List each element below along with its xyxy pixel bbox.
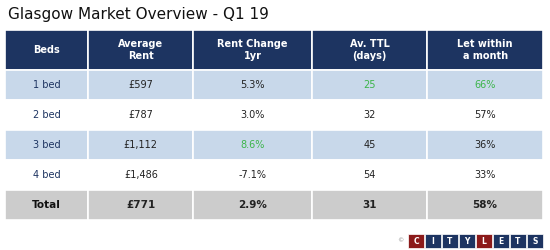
Text: Beds: Beds <box>34 45 60 55</box>
Bar <box>312 130 427 160</box>
Bar <box>5 70 89 100</box>
Bar <box>5 160 89 190</box>
Text: £787: £787 <box>128 110 153 120</box>
Bar <box>527 234 543 248</box>
Bar <box>5 190 89 220</box>
Bar <box>312 160 427 190</box>
Bar <box>312 100 427 130</box>
Bar <box>193 100 312 130</box>
Bar <box>5 100 89 130</box>
Bar <box>427 100 543 130</box>
Text: £597: £597 <box>128 80 153 90</box>
Bar <box>425 234 441 248</box>
Bar <box>89 130 193 160</box>
Text: 5.3%: 5.3% <box>240 80 265 90</box>
Bar <box>427 70 543 100</box>
Text: Glasgow Market Overview - Q1 19: Glasgow Market Overview - Q1 19 <box>8 7 269 22</box>
Text: 54: 54 <box>364 170 376 180</box>
Bar <box>427 30 543 70</box>
Text: 36%: 36% <box>475 140 496 150</box>
Bar <box>193 190 312 220</box>
Text: 2 bed: 2 bed <box>33 110 60 120</box>
Bar <box>459 234 475 248</box>
Bar <box>427 130 543 160</box>
Text: 8.6%: 8.6% <box>240 140 265 150</box>
Text: T: T <box>515 236 521 246</box>
Text: £771: £771 <box>126 200 156 210</box>
Bar <box>193 70 312 100</box>
Bar <box>312 30 427 70</box>
Bar <box>89 190 193 220</box>
Text: 58%: 58% <box>472 200 498 210</box>
Text: 66%: 66% <box>475 80 496 90</box>
Bar <box>89 160 193 190</box>
Text: 1 bed: 1 bed <box>33 80 60 90</box>
Text: 25: 25 <box>363 80 376 90</box>
Bar <box>89 70 193 100</box>
Bar <box>427 160 543 190</box>
Text: 3 bed: 3 bed <box>33 140 60 150</box>
Text: £1,486: £1,486 <box>124 170 158 180</box>
Text: Average
Rent: Average Rent <box>118 39 163 61</box>
Text: Let within
a month: Let within a month <box>458 39 513 61</box>
Text: £1,112: £1,112 <box>124 140 158 150</box>
Bar <box>89 100 193 130</box>
Text: 33%: 33% <box>475 170 496 180</box>
Text: S: S <box>532 236 538 246</box>
Text: C: C <box>413 236 419 246</box>
Bar <box>193 130 312 160</box>
Bar <box>510 234 526 248</box>
Text: ©: © <box>397 238 403 244</box>
Text: Total: Total <box>32 200 61 210</box>
Text: Av. TTL
(days): Av. TTL (days) <box>350 39 389 61</box>
Bar <box>193 160 312 190</box>
Text: 3.0%: 3.0% <box>240 110 265 120</box>
Bar <box>312 190 427 220</box>
Bar <box>5 130 89 160</box>
Bar <box>442 234 458 248</box>
Text: 32: 32 <box>364 110 376 120</box>
Text: T: T <box>447 236 453 246</box>
Bar <box>193 30 312 70</box>
Text: 31: 31 <box>362 200 377 210</box>
Bar <box>493 234 509 248</box>
Bar <box>5 30 89 70</box>
Text: 57%: 57% <box>474 110 496 120</box>
Text: Rent Change
1yr: Rent Change 1yr <box>217 39 288 61</box>
Text: E: E <box>498 236 504 246</box>
Text: 45: 45 <box>364 140 376 150</box>
Bar <box>476 234 492 248</box>
Bar <box>427 190 543 220</box>
Bar <box>89 30 193 70</box>
Bar <box>408 234 424 248</box>
Text: Y: Y <box>464 236 470 246</box>
Text: L: L <box>482 236 486 246</box>
Bar <box>312 70 427 100</box>
Text: 2.9%: 2.9% <box>238 200 267 210</box>
Text: I: I <box>432 236 434 246</box>
Text: 4 bed: 4 bed <box>33 170 60 180</box>
Text: -7.1%: -7.1% <box>239 170 267 180</box>
